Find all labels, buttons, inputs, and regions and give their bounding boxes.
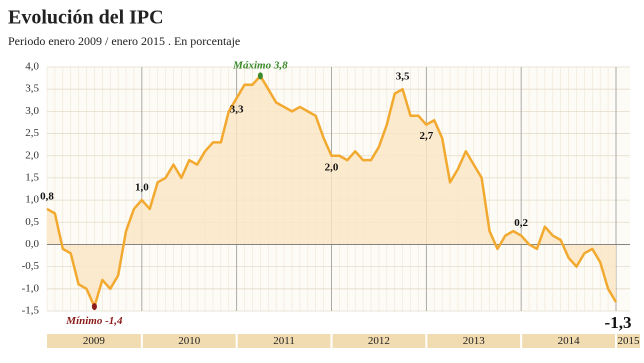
y-tick-label: -0,5 [22,260,40,272]
chart-subtitle: Periodo enero 2009 / enero 2015 . En por… [8,34,240,48]
max-marker [257,72,263,80]
y-tick-label: -1,5 [22,305,40,317]
line [46,74,618,308]
x-band-label: 2010 [178,335,201,347]
x-band-label: 2014 [558,335,581,347]
y-tick-label: 3,5 [25,83,39,95]
x-band-label: 2015 [618,335,641,347]
y-tick-label: 2,0 [25,149,39,161]
y-tick-label: 0,5 [25,216,39,228]
min-marker [91,303,97,311]
data-label: -1,3 [605,313,632,332]
x-band-label: 2009 [83,335,106,347]
data-label: 2,7 [419,130,433,142]
data-label: 3,5 [396,71,410,83]
y-tick-label: -1,0 [22,282,40,294]
data-label: Máximo 3,8 [232,59,288,71]
y-tick-label: 1,5 [25,171,39,183]
x-band-label: 2012 [368,335,390,347]
year-band [47,334,141,348]
y-tick-label: 0,0 [25,238,39,250]
y-tick-label: 1,0 [25,194,39,206]
year-band [332,334,426,348]
data-label: 3,3 [230,104,244,116]
year-band [237,334,331,348]
data-label: 0,8 [40,190,54,202]
x-band-label: 2011 [273,335,295,347]
data-label: 0,2 [514,217,528,229]
year-band [142,334,236,348]
area [47,75,616,307]
x-band-label: 2013 [463,335,486,347]
year-band [427,334,521,348]
data-label: Mínimo -1,4 [65,315,123,327]
data-label: 2,0 [325,161,339,173]
year-band [522,334,615,348]
data-label: 1,0 [135,182,149,194]
y-tick-label: 2,5 [25,127,39,139]
y-tick-label: 4,0 [25,61,39,73]
year-band [617,334,640,348]
chart-title: Evolución del IPC [8,7,164,29]
y-tick-label: 3,0 [25,105,39,117]
